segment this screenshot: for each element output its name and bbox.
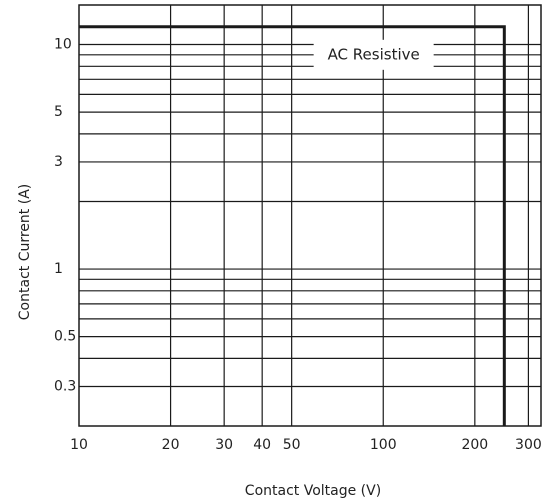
y-axis-title: Contact Current (A): [17, 184, 33, 320]
annotation-group: AC Resistive: [313, 39, 434, 70]
x-tick-label-100: 100: [370, 437, 397, 453]
x-tick-label-10: 10: [70, 437, 88, 453]
x-tick-labels: 10 20 30 40 50 100 200 300: [70, 437, 542, 453]
y-tick-label-1: 1: [54, 261, 63, 277]
series-line-ac-resistive: [79, 25, 506, 426]
y-tick-label-3: 3: [54, 154, 63, 170]
x-tick-label-200: 200: [461, 437, 488, 453]
x-axis-title: Contact Voltage (V): [245, 483, 381, 499]
y-tick-label-5: 5: [54, 104, 63, 120]
x-tick-label-300: 300: [515, 437, 542, 453]
annotation-background: [313, 39, 434, 70]
plot-frame: [78, 4, 542, 427]
grid: [79, 5, 541, 426]
y-tick-labels: 10 5 3 1 0.5 0.3: [54, 37, 76, 395]
x-tick-label-40: 40: [253, 437, 271, 453]
x-tick-label-30: 30: [215, 437, 233, 453]
y-tick-label-0-5: 0.5: [54, 329, 76, 345]
x-tick-label-50: 50: [283, 437, 301, 453]
y-tick-label-10: 10: [54, 37, 72, 53]
x-tick-label-20: 20: [162, 437, 180, 453]
y-tick-label-0-3: 0.3: [54, 378, 76, 394]
annotation-ac-resistive: AC Resistive: [328, 45, 420, 63]
